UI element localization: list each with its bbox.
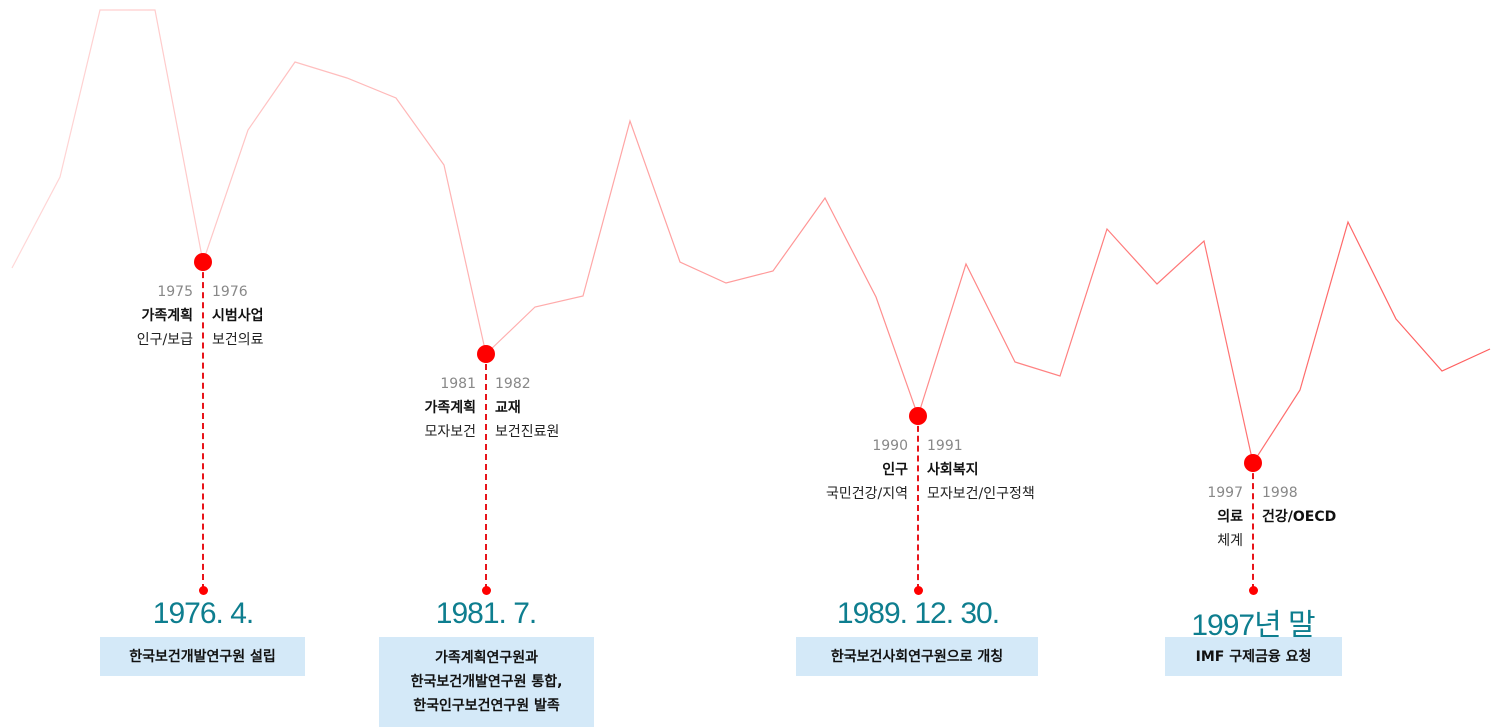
right-title: 교재 [495,400,521,416]
left-year: 1981 [440,376,476,392]
trend-polyline [11,9,1491,465]
description-line: 가족계획연구원과 [434,650,539,666]
left-subtitle: 인구/보급 [136,332,193,348]
connector-end-dot [1248,585,1258,595]
right-year: 1982 [495,376,531,392]
milestone-dot[interactable] [477,345,495,363]
connector-end-dot [481,585,491,595]
right-title: 사회복지 [927,462,979,478]
right-subtitle: 보건진료원 [495,424,560,440]
left-title: 의료 [1217,509,1243,525]
connector-end-dot [913,585,923,595]
right-label: 1991 사회복지 모자보건/인구정책 [927,434,1035,506]
milestone-date: 1997년 말 [1191,609,1315,642]
right-title: 건강/OECD [1262,509,1337,525]
right-title: 시범사업 [212,308,264,324]
left-label: 1990 인구 국민건강/지역 [738,434,908,506]
connector-dashed-line [1252,463,1254,590]
milestone-description-box: 한국보건사회연구원으로 개칭 [796,637,1038,676]
milestone-description-box: 한국보건개발연구원 설립 [100,637,305,676]
left-label: 1997 의료 체계 [1073,481,1243,553]
right-label: 1998 건강/OECD [1262,481,1336,529]
right-year: 1976 [212,284,248,300]
milestone-dot[interactable] [1244,454,1262,472]
milestone-dot[interactable] [194,253,212,271]
right-label: 1982 교재 보건진료원 [495,372,559,444]
milestone-dot[interactable] [909,407,927,425]
connector-dashed-line [917,416,919,590]
left-title: 인구 [882,462,908,478]
description-line: 한국인구보건연구원 발족 [413,698,560,714]
left-year: 1990 [872,438,908,454]
left-title: 가족계획 [141,308,193,324]
left-subtitle: 체계 [1217,533,1243,549]
milestone-description-box: IMF 구제금융 요청 [1165,637,1342,676]
left-title: 가족계획 [424,400,476,416]
description-line: 한국보건개발연구원 통합, [410,674,563,690]
connector-end-dot [198,585,208,595]
description-line: 한국보건사회연구원으로 개칭 [830,648,1004,665]
description-line: 한국보건개발연구원 설립 [129,648,276,665]
milestone-date: 1981. 7. [435,597,537,630]
left-label: 1981 가족계획 모자보건 [306,372,476,444]
left-subtitle: 모자보건 [424,424,476,440]
connector-dashed-line [202,262,204,590]
right-label: 1976 시범사업 보건의료 [212,280,264,352]
right-year: 1998 [1262,485,1298,501]
description-line: IMF 구제금융 요청 [1195,648,1312,665]
right-subtitle: 모자보건/인구정책 [927,486,1035,502]
right-subtitle: 보건의료 [212,332,264,348]
left-year: 1975 [157,284,193,300]
right-year: 1991 [927,438,963,454]
left-label: 1975 가족계획 인구/보급 [23,280,193,352]
milestone-date: 1989. 12. 30. [836,597,1000,630]
left-subtitle: 국민건강/지역 [826,486,908,502]
left-year: 1997 [1207,485,1243,501]
connector-dashed-line [485,354,487,590]
milestone-date: 1976. 4. [152,597,254,630]
